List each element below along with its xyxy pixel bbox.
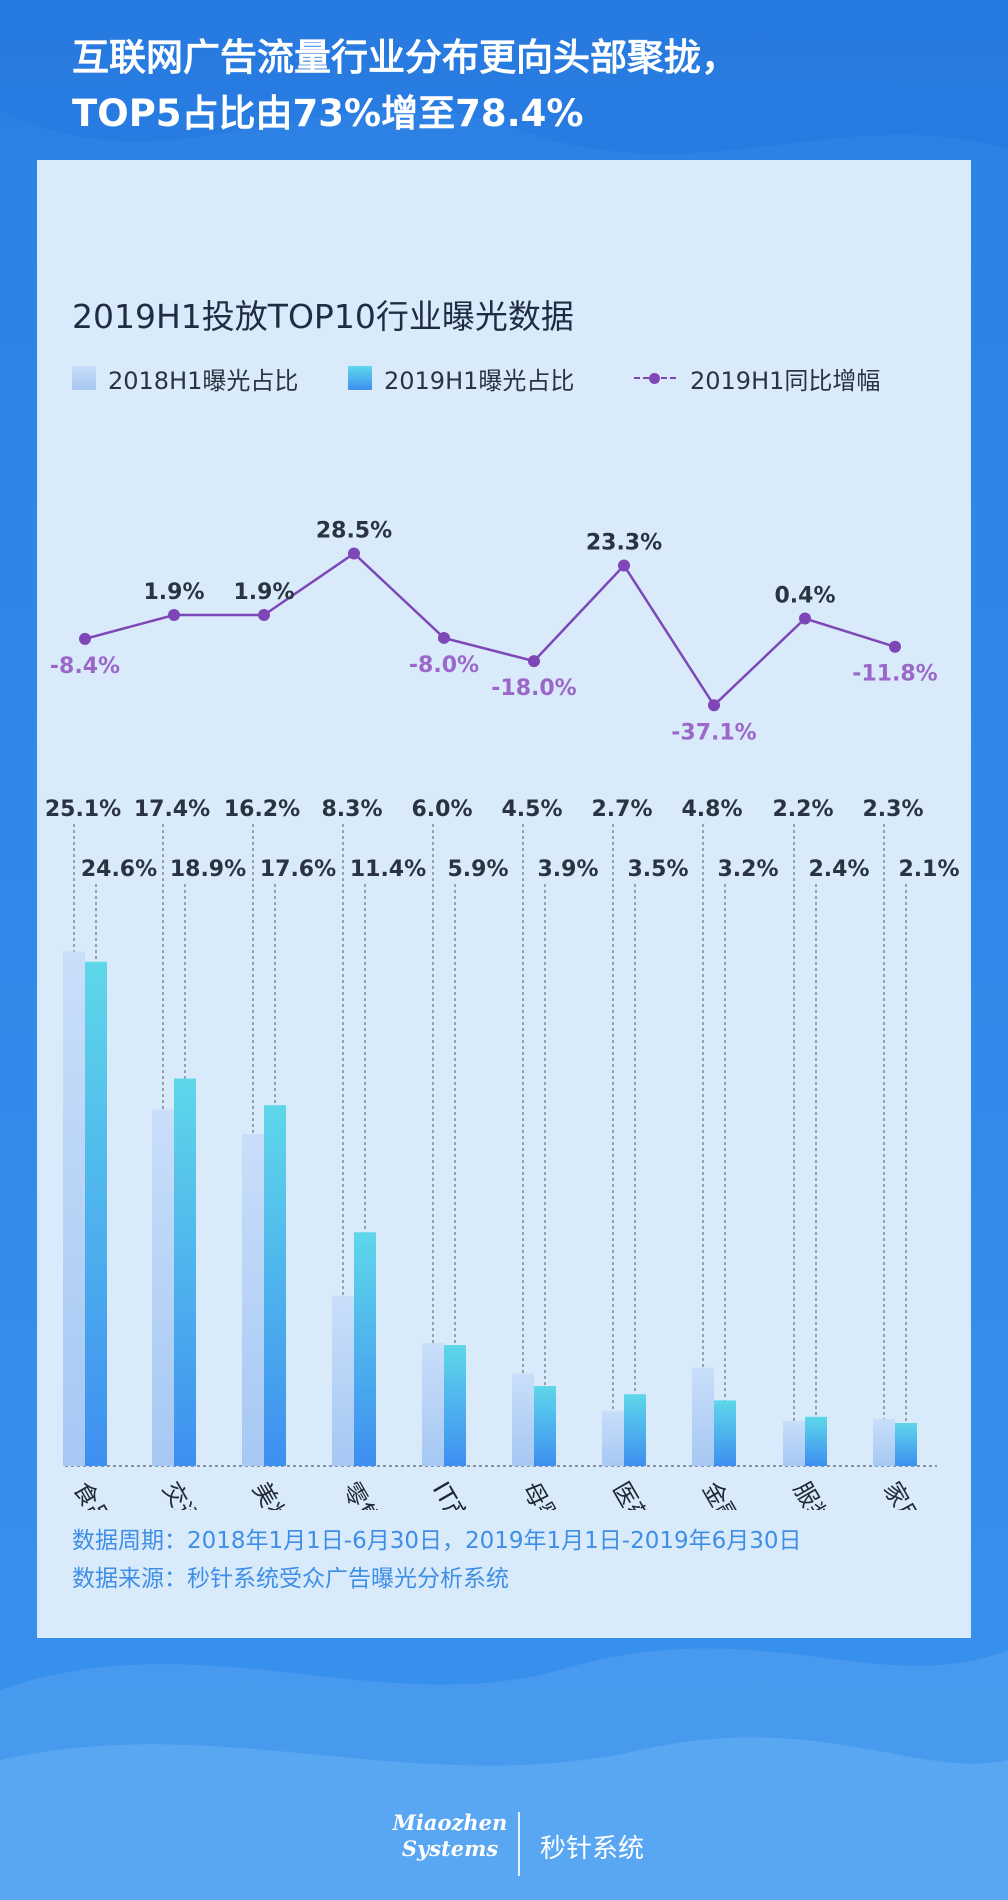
- label-2018: 16.2%: [224, 797, 300, 822]
- brand-name: 秒针系统: [540, 1834, 645, 1864]
- legend-label-2018: 2018H1曝光占比: [108, 366, 299, 395]
- bar-2019: [85, 961, 107, 1466]
- label-2018: 6.0%: [411, 797, 472, 822]
- bar-2018: [602, 1410, 624, 1466]
- label-2019: 17.6%: [260, 857, 336, 882]
- growth-point: [708, 699, 720, 712]
- label-2018: 8.3%: [321, 797, 382, 822]
- growth-line-layer: [79, 547, 901, 712]
- footnote: 数据周期：2018年1月1日-6月30日，2019年1月1日-2019年6月30…: [72, 1522, 952, 1598]
- label-2018: 2.7%: [591, 797, 652, 822]
- growth-point: [618, 559, 630, 572]
- category-label: 金融理财类: [697, 1477, 781, 1510]
- legend-item-growth: 2019H1同比增幅: [634, 358, 880, 398]
- legend-label-2019: 2019H1曝光占比: [384, 366, 575, 395]
- label-2019: 11.4%: [350, 857, 426, 882]
- growth-label: 0.4%: [774, 584, 835, 609]
- label-2018: 4.5%: [501, 797, 562, 822]
- growth-point: [348, 547, 360, 560]
- category-label: 交通工具类: [157, 1477, 241, 1510]
- bar-2019: [714, 1400, 736, 1466]
- bar-2018: [692, 1367, 714, 1466]
- bar-2019: [174, 1078, 196, 1466]
- category-label: IT产品类: [427, 1477, 498, 1510]
- label-2018: 2.2%: [772, 797, 833, 822]
- growth-label: -18.0%: [491, 676, 576, 701]
- legend: 2018H1曝光占比 2019H1曝光占比 2019H1同比增幅: [72, 358, 952, 398]
- category-label: 母婴用品类: [517, 1477, 601, 1510]
- brand: Miaozhen Systems 秒针系统: [390, 1810, 690, 1880]
- bar-2019: [444, 1345, 466, 1466]
- brand-divider: [518, 1812, 520, 1876]
- bar-2019: [805, 1416, 827, 1466]
- growth-point: [438, 631, 450, 644]
- category-label: 家用电器类: [878, 1477, 962, 1510]
- category-label: 食品饮料类: [68, 1477, 152, 1510]
- legend-item-2019: 2019H1曝光占比: [348, 358, 574, 398]
- label-2018: 4.8%: [681, 797, 742, 822]
- category-label: 零售及服务类: [337, 1477, 433, 1510]
- category-label: 美妆个护类: [247, 1477, 331, 1510]
- label-2019: 2.4%: [808, 857, 869, 882]
- growth-point: [799, 612, 811, 625]
- brand-logo-line-2: Systems: [401, 1836, 499, 1861]
- brand-logo-line-1: Miaozhen: [392, 1810, 508, 1835]
- category-label: 服装服饰类: [788, 1477, 872, 1510]
- chart-card: 2019H1投放TOP10行业曝光数据 2018H1曝光占比 2019H1曝光占…: [37, 160, 971, 1638]
- label-2019: 5.9%: [447, 857, 508, 882]
- footnote-source: 数据来源：秒针系统受众广告曝光分析系统: [72, 1566, 509, 1592]
- headline-line-2: TOP5占比由73%增至78.4%: [72, 92, 584, 135]
- growth-line: [84, 551, 896, 708]
- growth-label: -8.0%: [409, 653, 479, 678]
- label-2019: 3.5%: [627, 857, 688, 882]
- label-2018: 2.3%: [862, 797, 923, 822]
- headline: 互联网广告流量行业分布更向头部聚拢， TOP5占比由73%增至78.4%: [72, 30, 952, 142]
- category-label: 医药保健类: [607, 1477, 691, 1510]
- label-2018: 17.4%: [134, 797, 210, 822]
- label-2019: 3.9%: [537, 857, 598, 882]
- growth-label: 28.5%: [316, 518, 392, 543]
- growth-point: [258, 609, 270, 622]
- label-2019: 18.9%: [170, 857, 246, 882]
- bar-2019: [534, 1386, 556, 1466]
- legend-swatch-2019: [348, 366, 372, 390]
- footnote-period: 数据周期：2018年1月1日-6月30日，2019年1月1日-2019年6月30…: [72, 1528, 802, 1554]
- bar-2019: [895, 1422, 917, 1466]
- bar-2019: [354, 1232, 376, 1466]
- growth-point: [79, 632, 91, 645]
- growth-label: -11.8%: [852, 662, 937, 687]
- bar-2018: [422, 1343, 444, 1466]
- bar-2019: [624, 1394, 646, 1466]
- legend-item-2018: 2018H1曝光占比: [72, 358, 298, 398]
- bars-layer: [63, 824, 937, 1467]
- label-2019: 3.2%: [717, 857, 778, 882]
- legend-swatch-2018: [72, 366, 96, 390]
- bar-2018: [512, 1373, 534, 1466]
- growth-label: 1.9%: [143, 580, 204, 605]
- growth-point: [168, 609, 180, 622]
- label-2019: 2.1%: [898, 857, 959, 882]
- bar-2018: [873, 1418, 895, 1466]
- growth-label: -37.1%: [671, 720, 756, 745]
- growth-label: -8.4%: [50, 654, 120, 679]
- bar-2018: [242, 1133, 264, 1466]
- legend-line-swatch: [634, 366, 676, 390]
- bar-2018: [63, 951, 85, 1466]
- chart-title: 2019H1投放TOP10行业曝光数据: [72, 297, 574, 336]
- legend-label-growth: 2019H1同比增幅: [690, 366, 881, 395]
- combo-chart: 25.1% 24.6% 食品饮料类 17.4% 18.9% 交通工具类 16.2% 17.6%…: [45, 518, 962, 1510]
- headline-line-1: 互联网广告流量行业分布更向头部聚拢，: [72, 36, 738, 79]
- bar-2018: [783, 1420, 805, 1466]
- growth-label: 23.3%: [586, 531, 662, 556]
- growth-label: 1.9%: [233, 580, 294, 605]
- label-2018: 25.1%: [45, 797, 121, 822]
- brand-logo: Miaozhen Systems: [390, 1810, 510, 1862]
- bar-2018: [152, 1109, 174, 1466]
- growth-point: [528, 655, 540, 668]
- bar-2018: [332, 1295, 354, 1466]
- growth-point: [889, 640, 901, 653]
- labels-layer: 25.1% 24.6% 食品饮料类 17.4% 18.9% 交通工具类 16.2% 17.6%…: [45, 518, 962, 1510]
- bar-2019: [264, 1105, 286, 1466]
- label-2019: 24.6%: [81, 857, 157, 882]
